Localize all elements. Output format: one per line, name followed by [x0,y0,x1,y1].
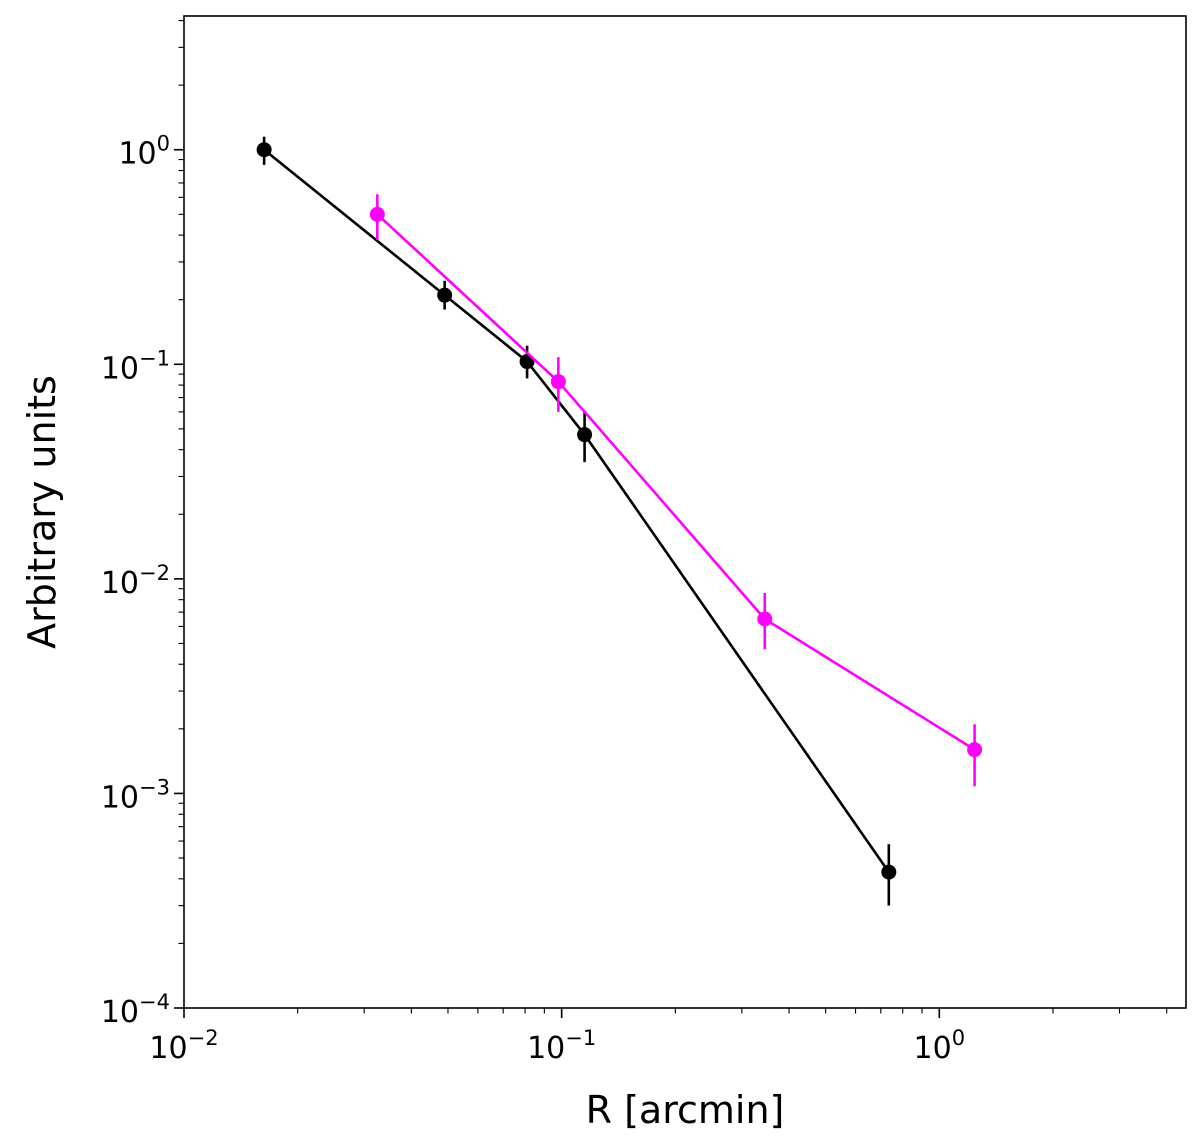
data-point [881,864,897,880]
axes-layer: 10−2 10−1 100 10−4 10−3 10−2 10−1 100 [101,15,1187,1066]
series-layer [256,136,983,906]
y-axis-label: Arbitrary units [20,375,64,649]
data-point [437,287,453,303]
series-line [376,213,976,751]
data-point [577,427,593,443]
data-point [256,142,272,158]
y-tick-label: 10−2 [101,561,170,601]
y-tick-label: 10−1 [101,346,170,386]
y-tick-label: 100 [118,132,170,172]
data-point [369,206,385,222]
x-tick-label: 10−1 [527,1026,596,1066]
series-line [263,148,890,873]
data-point [550,374,566,390]
plot-frame [183,15,1187,1009]
y-tick-label: 10−4 [101,990,170,1030]
data-point [967,742,983,758]
series-2 [369,194,983,787]
series-1 [256,136,897,906]
y-tick-label: 10−3 [101,775,170,815]
x-axis-label: R [arcmin] [586,1088,785,1132]
x-tick-label: 10−2 [149,1026,218,1066]
x-tick-label: 100 [914,1026,966,1066]
data-point [757,611,773,627]
